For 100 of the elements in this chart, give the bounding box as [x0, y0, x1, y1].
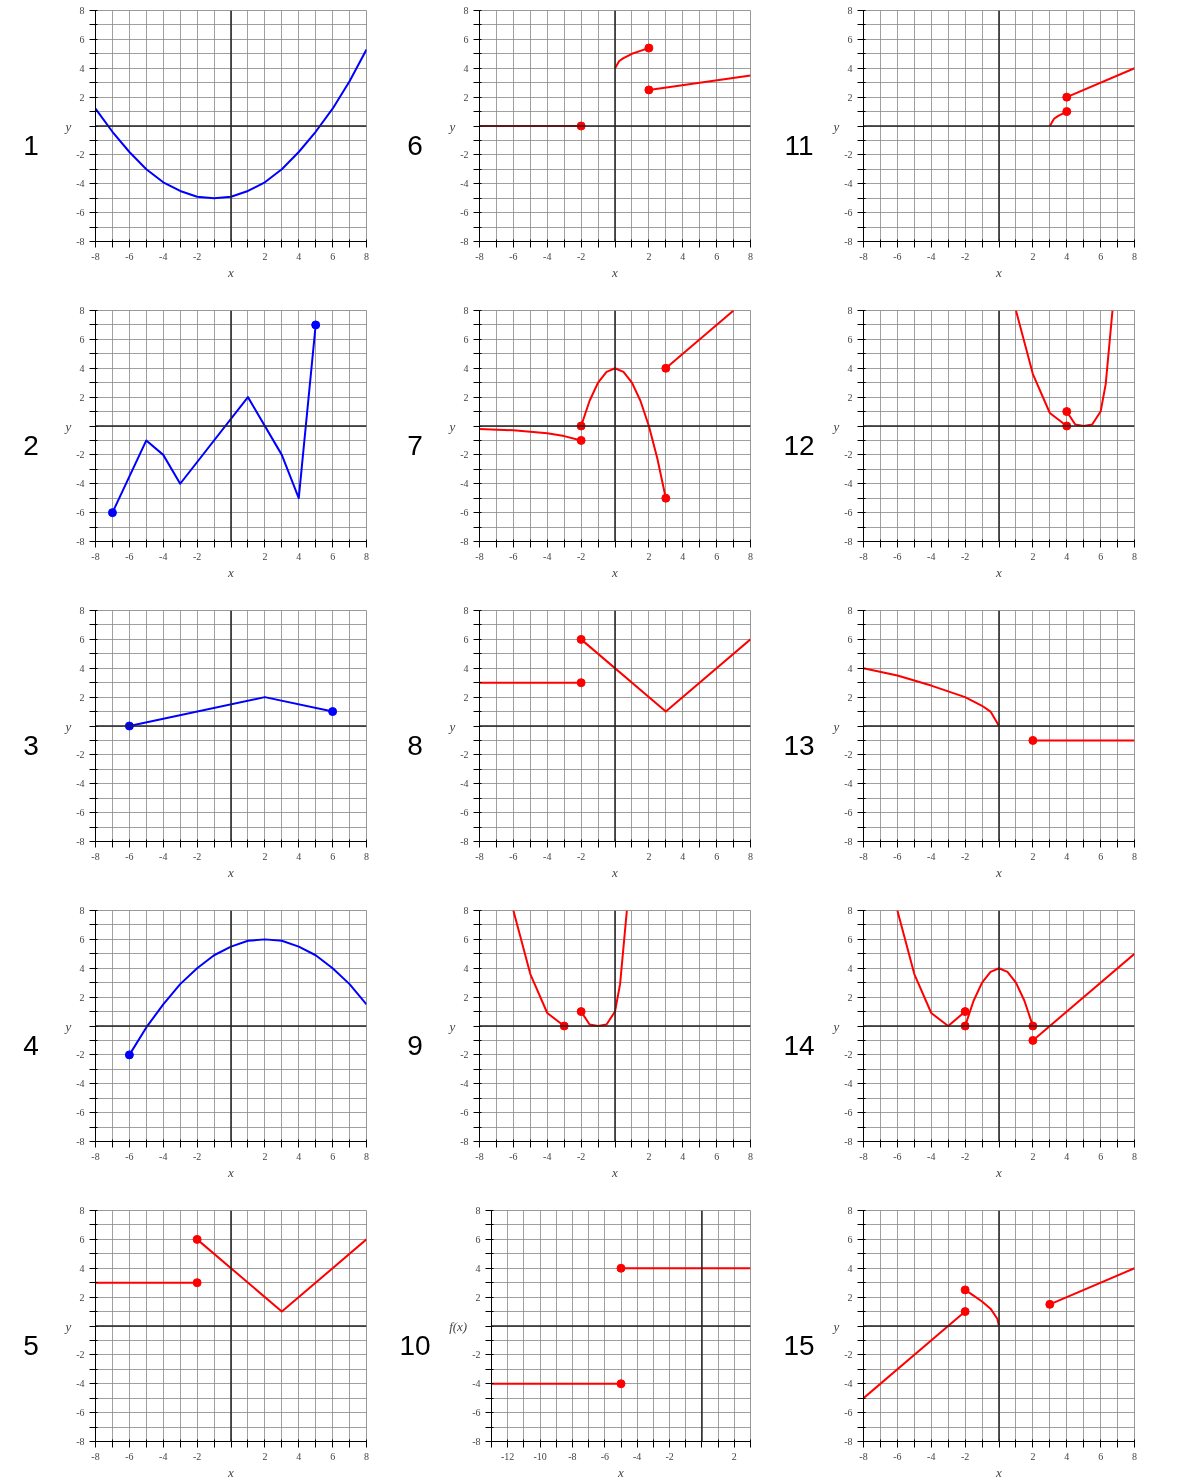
- x-tick-label: 8: [748, 550, 753, 562]
- x-tick-label: -6: [125, 1450, 134, 1462]
- y-tick-label: -2: [76, 1349, 85, 1361]
- x-tick-label: -8: [91, 1150, 100, 1162]
- y-tick-label: 2: [79, 991, 85, 1003]
- x-tick-label: 4: [1064, 850, 1070, 862]
- x-tick-label: 2: [262, 250, 268, 262]
- x-tick-label: 2: [731, 1450, 737, 1462]
- x-axis-title: x: [995, 864, 1003, 880]
- x-tick-label: -2: [192, 550, 202, 562]
- x-tick-label: 8: [364, 850, 369, 862]
- x-tick-label: -4: [543, 850, 552, 862]
- y-tick-label: -2: [76, 149, 85, 161]
- text: 7: [407, 429, 423, 463]
- x-tick-label: -8: [91, 550, 100, 562]
- y-tick-label: -6: [460, 807, 469, 819]
- y-tick-label: 8: [847, 905, 853, 916]
- y-tick-label: 6: [79, 333, 85, 345]
- x-tick-label: 2: [646, 1150, 652, 1162]
- x-tick-label: 6: [1098, 250, 1104, 262]
- y-axis-title: y: [63, 718, 72, 734]
- y-axis-title: f(x): [449, 1318, 468, 1334]
- y-tick-label: -6: [460, 1107, 469, 1119]
- x-tick-label: -2: [192, 1450, 202, 1462]
- y-tick-label: 2: [463, 691, 469, 703]
- point: [644, 85, 654, 95]
- y-tick-label: 8: [847, 5, 853, 16]
- y-tick-label: -4: [460, 778, 469, 790]
- x-tick-label: 2: [646, 550, 652, 562]
- x-tick-label: -4: [927, 850, 936, 862]
- x-tick-label: 6: [714, 1150, 720, 1162]
- x-tick-label: 8: [1132, 1150, 1137, 1162]
- y-tick-label: 4: [847, 1262, 853, 1274]
- x-tick-label: -4: [927, 250, 936, 262]
- x-tick-label: 4: [1064, 550, 1070, 562]
- y-tick-label: 6: [463, 33, 469, 45]
- point: [1045, 1299, 1055, 1309]
- y-tick-label: 2: [847, 91, 853, 103]
- y-tick-label: 8: [79, 305, 85, 316]
- y-tick-label: -8: [844, 536, 853, 547]
- x-tick-label: 2: [1030, 1150, 1036, 1162]
- x-tick-label: 4: [1064, 1450, 1070, 1462]
- x-tick-label: 8: [748, 850, 753, 862]
- y-axis-title: y: [831, 418, 840, 434]
- y-axis-title: y: [447, 1018, 456, 1034]
- x-axis-title: x: [611, 564, 619, 580]
- x-tick-label: 6: [330, 550, 336, 562]
- y-tick-label: -2: [460, 149, 469, 161]
- x-tick-label: 2: [1030, 850, 1036, 862]
- x-tick-label: -4: [927, 550, 936, 562]
- y-axis-title: y: [63, 418, 72, 434]
- x-axis-title: x: [227, 1464, 235, 1480]
- x-tick-label: -4: [159, 1150, 168, 1162]
- y-tick-label: -2: [76, 449, 85, 461]
- y-tick-label: -2: [844, 149, 853, 161]
- text: 8: [407, 729, 423, 763]
- y-tick-label: 4: [463, 662, 469, 674]
- x-tick-label: 6: [1098, 1450, 1104, 1462]
- x-tick-label: 8: [364, 250, 369, 262]
- x-tick-label: 6: [714, 250, 720, 262]
- y-tick-label: 4: [79, 662, 85, 674]
- x-tick-label: 6: [1098, 550, 1104, 562]
- x-tick-label: -2: [960, 1150, 970, 1162]
- point: [960, 1007, 970, 1017]
- y-axis-title: y: [831, 1018, 840, 1034]
- y-tick-label: -4: [76, 478, 85, 490]
- y-tick-label: -8: [76, 1136, 85, 1147]
- line-series: [95, 48, 367, 200]
- y-tick-label: -4: [460, 178, 469, 190]
- x-tick-label: -4: [159, 550, 168, 562]
- y-tick-label: 2: [463, 391, 469, 403]
- x-tick-label: -8: [859, 1150, 868, 1162]
- y-axis-title: y: [447, 718, 456, 734]
- y-tick-label: 6: [475, 1233, 481, 1245]
- y-tick-label: 8: [79, 605, 85, 616]
- text: 11: [784, 129, 814, 163]
- y-axis-title: y: [447, 418, 456, 434]
- x-tick-label: -4: [159, 250, 168, 262]
- y-tick-label: 4: [847, 662, 853, 674]
- x-tick-label: -6: [893, 850, 902, 862]
- x-tick-label: -4: [543, 250, 552, 262]
- x-tick-label: 4: [1064, 250, 1070, 262]
- y-tick-label: -4: [844, 178, 853, 190]
- y-tick-label: -6: [472, 1407, 481, 1419]
- y-tick-label: 6: [847, 1233, 853, 1245]
- y-tick-label: -8: [76, 536, 85, 547]
- x-tick-label: -6: [509, 550, 518, 562]
- y-tick-label: -8: [844, 1436, 853, 1447]
- line-series: [863, 667, 1000, 727]
- x-tick-label: -6: [125, 1150, 134, 1162]
- x-tick-label: -8: [859, 850, 868, 862]
- x-axis-title: x: [227, 264, 235, 280]
- y-tick-label: 8: [847, 1205, 853, 1216]
- y-tick-label: -8: [76, 836, 85, 847]
- y-tick-label: 8: [79, 905, 85, 916]
- text: 2: [23, 429, 39, 463]
- y-tick-label: -6: [844, 807, 853, 819]
- y-tick-label: -6: [76, 1107, 85, 1119]
- x-tick-label: -10: [533, 1450, 547, 1462]
- y-tick-label: -8: [844, 1136, 853, 1147]
